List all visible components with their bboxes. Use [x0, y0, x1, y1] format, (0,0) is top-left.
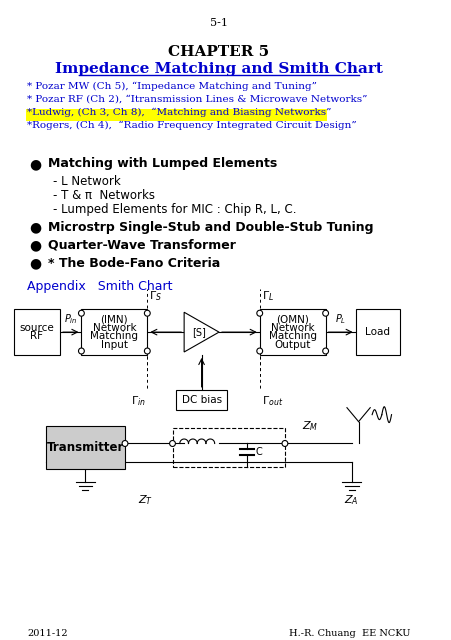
Text: Quarter-Wave Transformer: Quarter-Wave Transformer: [48, 239, 236, 252]
Text: ●: ●: [29, 257, 41, 271]
Bar: [355, 309, 400, 355]
Text: * Pozar RF (Ch 2), “Itransmission Lines & Microwave Networks”: * Pozar RF (Ch 2), “Itransmission Lines …: [27, 95, 367, 104]
Text: $\Gamma_{in}$: $\Gamma_{in}$: [130, 394, 145, 408]
Text: $\Gamma_S$: $\Gamma_S$: [149, 289, 162, 303]
Bar: [259, 309, 325, 355]
Bar: [14, 309, 60, 355]
Text: Load: Load: [365, 327, 390, 337]
Text: Appendix   Smith Chart: Appendix Smith Chart: [27, 280, 172, 293]
Text: $Z_T$: $Z_T$: [138, 493, 152, 507]
Text: Matching: Matching: [90, 332, 138, 342]
Text: - Lumped Elements for MIC : Chip R, L, C.: - Lumped Elements for MIC : Chip R, L, C…: [53, 203, 296, 216]
Circle shape: [78, 310, 84, 316]
Text: *Ludwig, (Ch 3, Ch 8),  “Matching and Biasing Networks”: *Ludwig, (Ch 3, Ch 8), “Matching and Bia…: [27, 108, 331, 116]
Circle shape: [322, 310, 328, 316]
Text: $P_{in}$: $P_{in}$: [64, 312, 78, 326]
Text: (OMN): (OMN): [276, 314, 308, 324]
Text: $Z_A$: $Z_A$: [344, 493, 359, 507]
Text: C: C: [255, 447, 262, 458]
Polygon shape: [184, 312, 219, 352]
Text: source: source: [19, 323, 54, 333]
Bar: [81, 309, 147, 355]
Text: [S]: [S]: [191, 327, 205, 337]
Text: Input: Input: [101, 340, 128, 350]
Circle shape: [256, 310, 262, 316]
Text: * Pozar MW (Ch 5), “Impedance Matching and Tuning”: * Pozar MW (Ch 5), “Impedance Matching a…: [27, 81, 317, 91]
Circle shape: [281, 440, 287, 447]
Circle shape: [322, 348, 328, 354]
Text: $Z_M$: $Z_M$: [301, 420, 318, 433]
Text: Microstrp Single-Stub and Double-Stub Tuning: Microstrp Single-Stub and Double-Stub Tu…: [48, 221, 373, 234]
Text: Matching: Matching: [268, 332, 316, 342]
Circle shape: [144, 348, 150, 354]
Text: ●: ●: [29, 239, 41, 253]
Text: (IMN): (IMN): [100, 314, 128, 324]
Text: Transmitter: Transmitter: [46, 441, 124, 454]
Text: Network: Network: [270, 323, 314, 333]
Circle shape: [144, 310, 150, 316]
Bar: [172, 428, 284, 467]
Text: CHAPTER 5: CHAPTER 5: [168, 45, 269, 59]
Text: $P_L$: $P_L$: [334, 312, 345, 326]
Text: $\Gamma_L$: $\Gamma_L$: [261, 289, 273, 303]
Text: ●: ●: [29, 221, 41, 235]
Bar: [46, 426, 125, 469]
Circle shape: [122, 440, 128, 447]
Text: - L Network: - L Network: [53, 175, 121, 188]
Text: Output: Output: [274, 340, 310, 350]
Text: - T & π  Networks: - T & π Networks: [53, 189, 155, 202]
Text: * The Bode-Fano Criteria: * The Bode-Fano Criteria: [48, 257, 220, 269]
Text: *Rogers, (Ch 4),  “Radio Frequency Integrated Circuit Design”: *Rogers, (Ch 4), “Radio Frequency Integr…: [27, 120, 356, 130]
Circle shape: [169, 440, 175, 447]
Circle shape: [256, 348, 262, 354]
Text: 2011-12: 2011-12: [27, 629, 68, 639]
Text: RF: RF: [30, 332, 43, 342]
Text: Impedance Matching and Smith Chart: Impedance Matching and Smith Chart: [55, 61, 382, 76]
Text: Matching with Lumped Elements: Matching with Lumped Elements: [48, 157, 277, 170]
Text: ●: ●: [29, 157, 41, 171]
Bar: [176, 390, 226, 410]
Text: Network: Network: [92, 323, 136, 333]
Circle shape: [78, 348, 84, 354]
Text: 5-1: 5-1: [210, 18, 227, 28]
Text: $\Gamma_{out}$: $\Gamma_{out}$: [261, 394, 282, 408]
Text: H.-R. Chuang  EE NCKU: H.-R. Chuang EE NCKU: [289, 629, 410, 639]
Text: DC bias: DC bias: [181, 395, 221, 404]
Bar: [26, 109, 326, 122]
